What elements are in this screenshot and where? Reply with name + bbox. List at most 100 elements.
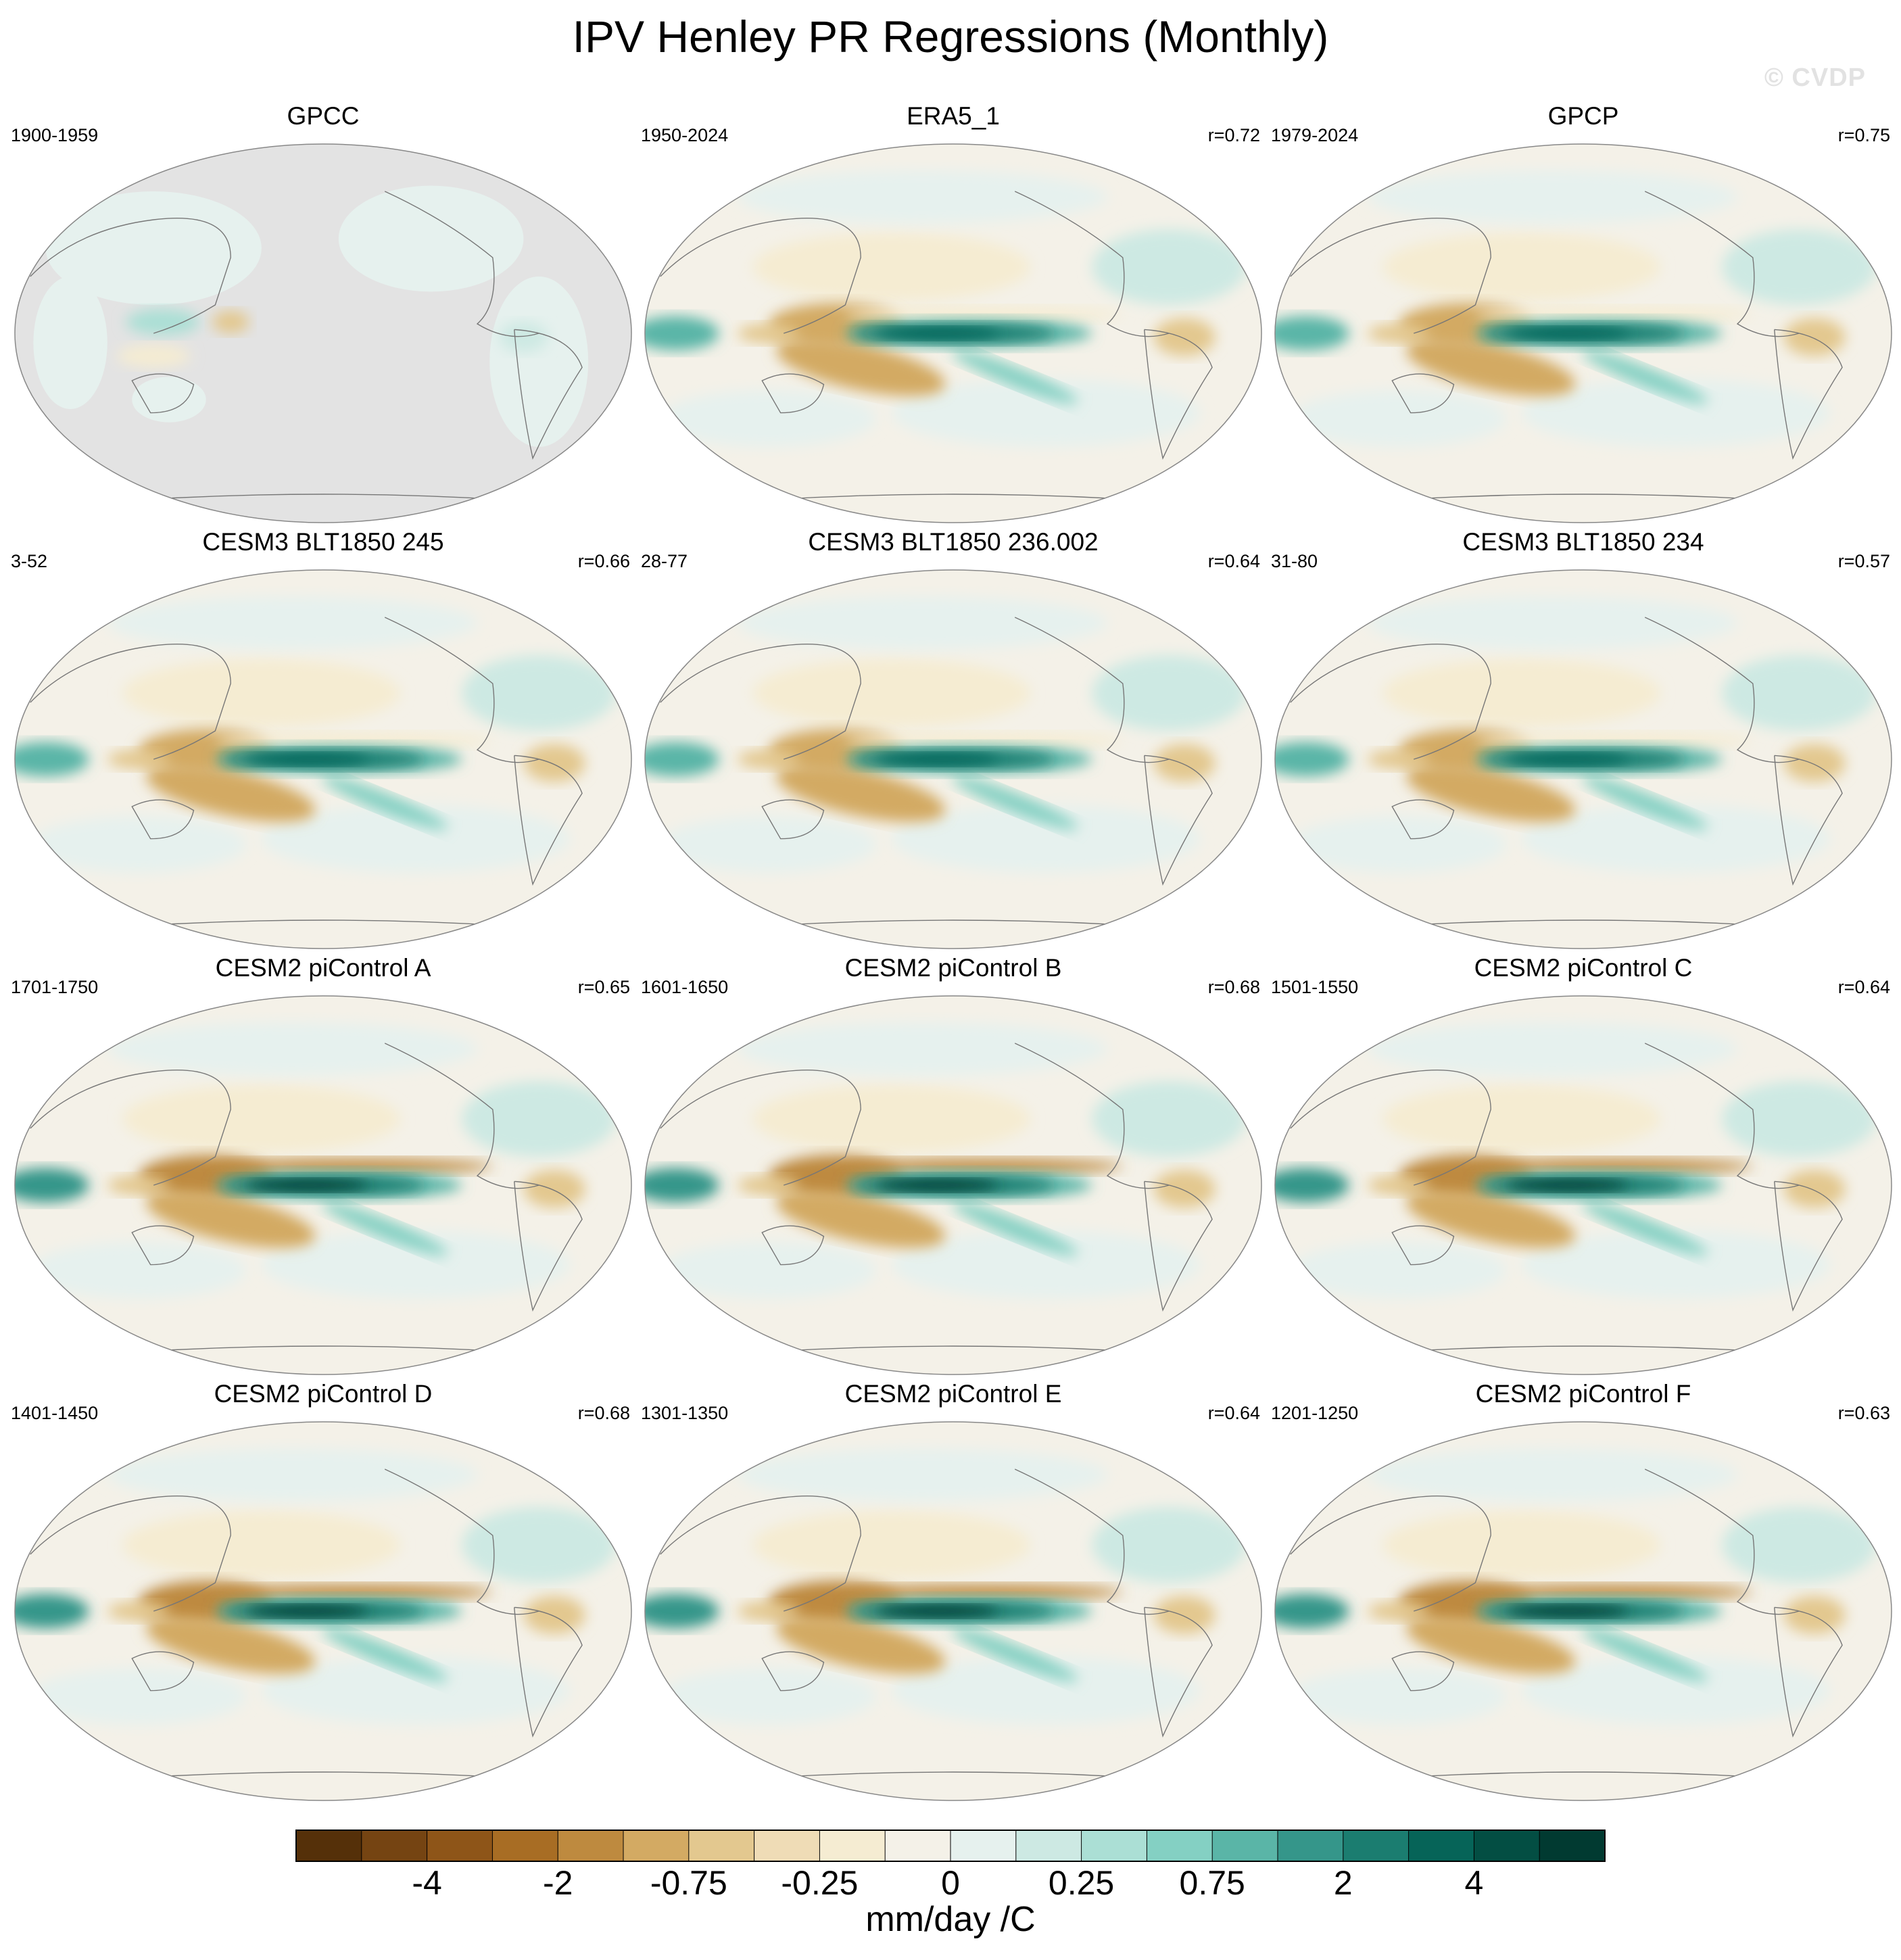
- south-pacific-wet: [1521, 1656, 1830, 1725]
- colorbar-swatch: [623, 1830, 690, 1861]
- colorbar-swatch: [688, 1830, 755, 1861]
- south-pacific-wet: [891, 1230, 1200, 1299]
- coastline: [761, 799, 825, 840]
- robinson-map: [1274, 143, 1892, 523]
- colorbar-swatch: [1212, 1830, 1278, 1861]
- panel-title: CESM2 piControl A: [215, 954, 431, 982]
- atlantic-wet: [462, 1507, 617, 1583]
- coastline: [1774, 755, 1843, 886]
- robinson-map: [14, 569, 632, 949]
- panel-title: GPCP: [1547, 102, 1619, 130]
- panel-correlation: r=0.75: [1837, 125, 1890, 145]
- coastline: [1398, 1345, 1768, 1353]
- southern-ocean-wet: [660, 1242, 876, 1299]
- robinson-map: [1274, 1421, 1892, 1801]
- atlantic-wet: [1722, 1507, 1877, 1583]
- coastline: [761, 1225, 825, 1266]
- north-pacific-dry: [1382, 233, 1660, 302]
- amazon-dry: [1153, 1170, 1216, 1208]
- colorbar-tick-label: 0.25: [1048, 1864, 1115, 1902]
- equatorial-pacific-wet-max: [1506, 1605, 1630, 1617]
- southern-ocean-wet: [1290, 816, 1506, 873]
- southeast-pacific-wet: [952, 1201, 1078, 1256]
- spcz-dry: [776, 1191, 946, 1248]
- map-border: [14, 1421, 632, 1801]
- maritime-dry: [737, 1176, 799, 1195]
- coastline: [1391, 1651, 1455, 1692]
- southeast-pacific-wet: [1582, 350, 1708, 404]
- spcz-dry: [776, 339, 946, 396]
- coastline: [138, 1345, 508, 1353]
- colorbar-swatch: [1081, 1830, 1147, 1861]
- south-pacific-wet: [261, 805, 570, 873]
- southern-ocean-wet: [660, 1668, 876, 1725]
- panel-period: 1701-1750: [11, 977, 99, 997]
- itcz-north-dry: [845, 306, 1123, 322]
- spcz-dry: [776, 765, 946, 822]
- panel-title: CESM3 BLT1850 234: [1462, 528, 1704, 556]
- coastline: [30, 217, 231, 334]
- land-area: [338, 185, 524, 292]
- atlantic-wet: [462, 655, 617, 731]
- southeast-pacific-wet: [322, 1627, 448, 1682]
- equatorial-pacific-wet-max: [246, 1605, 370, 1617]
- panel-period: 1950-2024: [641, 125, 729, 145]
- colorbar-swatch: [492, 1830, 558, 1861]
- coastline: [1290, 1495, 1491, 1612]
- panel-period: 1900-1959: [11, 125, 99, 145]
- land-anomaly-positive: [498, 322, 548, 352]
- coastline: [1014, 1468, 1170, 1615]
- map-panel: CESM2 piControl B 1601-1650 r=0.68: [641, 953, 1266, 1378]
- southeast-pacific-wet: [952, 775, 1078, 830]
- itcz-north-dry: [1475, 1158, 1753, 1174]
- equatorial-pacific-wet-max: [1506, 327, 1630, 339]
- equatorial-pacific-wet-max: [1506, 753, 1630, 765]
- land-anomaly-negative: [212, 310, 249, 333]
- map-field: [645, 570, 1261, 949]
- maritime-dry: [1367, 1176, 1429, 1195]
- south-pacific-wet: [261, 1230, 570, 1299]
- arctic-wet: [1367, 170, 1737, 224]
- colorbar-swatch: [1474, 1830, 1540, 1861]
- indian-ocean-wet: [1275, 1168, 1349, 1203]
- southeast-pacific-wet: [322, 1201, 448, 1256]
- coastline: [30, 643, 231, 760]
- coastline: [1014, 191, 1170, 337]
- panel-period: 1979-2024: [1271, 125, 1359, 145]
- itcz-north-dry: [845, 732, 1123, 748]
- map-field: [1275, 144, 1892, 523]
- cvdp-watermark: © CVDP: [1764, 64, 1866, 92]
- arctic-wet: [1367, 596, 1737, 650]
- south-pacific-wet: [891, 805, 1200, 873]
- coastline: [514, 1180, 583, 1312]
- spcz-dry: [146, 1191, 316, 1248]
- coastline: [1014, 617, 1170, 763]
- itcz-north-dry: [1475, 732, 1753, 748]
- coastline: [514, 1606, 583, 1738]
- colorbar-tick-label: 2: [1333, 1864, 1353, 1902]
- north-pacific-dry: [752, 659, 1030, 727]
- map-panel: GPCP 1979-2024 r=0.75: [1271, 101, 1896, 526]
- maritime-dry: [737, 324, 799, 343]
- arctic-wet: [737, 1022, 1107, 1076]
- coastline: [660, 643, 861, 760]
- robinson-map: [644, 569, 1262, 949]
- coastline: [1144, 1606, 1213, 1738]
- map-border: [1274, 1421, 1892, 1801]
- itcz-north-dry: [215, 1584, 493, 1600]
- coastline: [1398, 919, 1768, 927]
- arctic-wet: [737, 1448, 1107, 1502]
- atlantic-wet: [1092, 229, 1247, 305]
- atlantic-wet: [1722, 229, 1877, 305]
- southern-ocean-wet: [30, 1668, 246, 1725]
- land-area: [489, 277, 589, 447]
- map-panel: CESM3 BLT1850 245 3-52 r=0.66: [11, 527, 635, 952]
- amazon-dry: [523, 744, 585, 782]
- panel-title: ERA5_1: [907, 102, 1000, 130]
- coastline: [1391, 1225, 1455, 1266]
- coastline: [514, 329, 583, 460]
- panel-correlation: r=0.57: [1837, 551, 1890, 571]
- colorbar-swatch: [558, 1830, 624, 1861]
- map-panel: CESM2 piControl A 1701-1750 r=0.65: [11, 953, 635, 1378]
